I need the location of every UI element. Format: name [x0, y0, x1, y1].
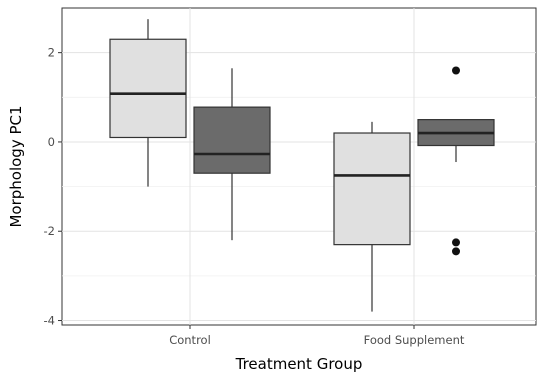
box-body: [109, 38, 187, 139]
y-tick-label: 2: [48, 46, 55, 60]
box-2-food-supplement: [417, 66, 495, 256]
x-axis-title: Treatment Group: [235, 355, 363, 373]
outlier-point: [452, 238, 460, 247]
y-tick-label: -4: [44, 314, 55, 328]
outlier-point: [452, 247, 460, 256]
box-body: [193, 106, 271, 174]
box-2-control: [193, 68, 271, 241]
y-tick-label: -2: [44, 224, 55, 238]
box-1-food-supplement: [333, 121, 411, 312]
x-tick-label: Food Supplement: [364, 333, 465, 347]
x-tick-label: Control: [169, 333, 211, 347]
outlier-point: [452, 66, 460, 75]
y-axis-title: Morphology PC1: [7, 105, 25, 227]
box-1-control: [109, 19, 187, 187]
y-tick-label: 0: [48, 135, 55, 149]
axes: -4 -2 0 2 Control Food Supplement: [44, 46, 465, 347]
box-body: [333, 132, 411, 246]
boxes: [109, 19, 495, 312]
